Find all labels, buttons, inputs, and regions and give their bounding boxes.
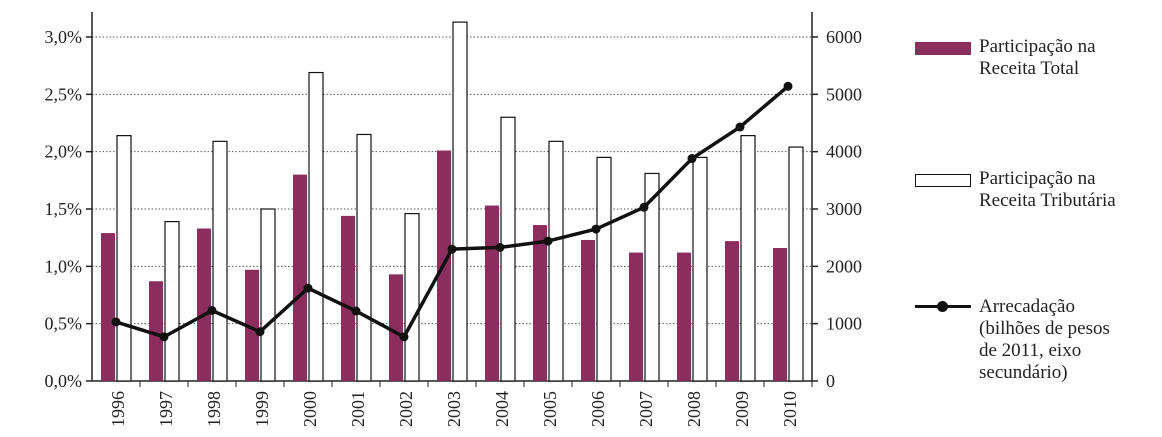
- legend-swatch-receita-tributaria: [915, 174, 971, 187]
- x-tick-label: 2003: [444, 391, 464, 427]
- x-tick-label: 2009: [732, 391, 752, 427]
- x-tick-label: 1997: [156, 391, 176, 427]
- x-tick-label: 2005: [540, 391, 560, 427]
- point-arrecadacao: [159, 332, 169, 342]
- legend: Participação na Receita Total Participaç…: [915, 0, 1162, 432]
- point-arrecadacao: [303, 283, 313, 293]
- legend-label-receita-total: Participação na Receita Total: [979, 36, 1096, 79]
- x-tick-label: 2000: [300, 391, 320, 427]
- bar-receita-tributaria: [548, 140, 564, 382]
- y-right-tick-label: 5000: [826, 84, 862, 104]
- bar-receita-tributaria: [116, 135, 132, 382]
- legend-label-receita-tributaria: Participação na Receita Tributária: [979, 168, 1116, 211]
- legend-line-arrecadacao: [915, 296, 971, 316]
- y-left-tick-label: 2,5%: [45, 84, 83, 104]
- y-left-tick-label: 0,0%: [45, 371, 83, 391]
- bar-receita-tributaria: [308, 71, 324, 382]
- chart-plot: 0,0% 0,5% 1,0% 1,5% 2,0% 2,5% 3,0% 0 1000 2000 300…: [45, 12, 862, 427]
- x-tick-label: 1998: [204, 391, 224, 427]
- bar-receita-tributaria: [740, 135, 756, 382]
- y-right-tick-label: 2000: [826, 256, 862, 276]
- point-arrecadacao: [207, 305, 217, 315]
- bar-receita-tributaria: [596, 156, 612, 382]
- bar-receita-tributaria: [692, 156, 708, 382]
- bar-receita-tributaria: [644, 172, 660, 382]
- point-arrecadacao: [255, 327, 265, 337]
- bar-receita-total: [245, 269, 259, 381]
- bar-receita-total: [485, 205, 499, 381]
- point-arrecadacao: [687, 154, 697, 164]
- bar-receita-total: [773, 247, 787, 381]
- x-tick-label: 2007: [636, 391, 656, 427]
- bar-receita-total: [581, 239, 595, 381]
- bar-receita-total: [389, 274, 403, 381]
- bar-receita-total: [101, 233, 115, 381]
- point-arrecadacao: [495, 242, 505, 252]
- bar-receita-total: [149, 281, 163, 381]
- bar-receita-tributaria: [452, 21, 468, 382]
- bar-receita-total: [725, 241, 739, 381]
- x-tick-label: 1999: [252, 391, 272, 427]
- x-tick-label: 2001: [348, 391, 368, 427]
- point-arrecadacao: [111, 317, 121, 327]
- bar-receita-total: [293, 174, 307, 381]
- bar-receita-tributaria: [260, 208, 276, 382]
- point-arrecadacao: [783, 81, 793, 91]
- x-tick-label: 2002: [396, 391, 416, 427]
- bar-receita-tributaria: [788, 146, 804, 382]
- bar-receita-total: [629, 252, 643, 381]
- legend-item-receita-total: Participação na Receita Total: [915, 36, 1159, 80]
- bar-receita-tributaria: [212, 140, 228, 382]
- y-left-tick-label: 0,5%: [45, 314, 83, 334]
- bar-receita-tributaria: [404, 212, 420, 382]
- legend-label-arrecadacao: Arrecadação (bilhões de pesos de 2011, e…: [979, 296, 1110, 383]
- point-arrecadacao: [735, 122, 745, 132]
- y-left-tick-label: 1,5%: [45, 199, 83, 219]
- y-right-tick-label: 0: [826, 371, 835, 391]
- x-tick-label: 2004: [492, 391, 512, 427]
- x-tick-label: 2008: [684, 391, 704, 427]
- y-right-tick-label: 1000: [826, 314, 862, 334]
- y-right-tick-label: 4000: [826, 142, 862, 162]
- y-left-tick-label: 1,0%: [45, 256, 83, 276]
- legend-item-arrecadacao: Arrecadação (bilhões de pesos de 2011, e…: [915, 296, 1159, 384]
- point-arrecadacao: [447, 244, 457, 254]
- y-right-tick-label: 3000: [826, 199, 862, 219]
- x-tick-label: 2006: [588, 391, 608, 427]
- bar-receita-tributaria: [356, 133, 372, 382]
- x-tick-label: 2010: [780, 391, 800, 427]
- point-arrecadacao: [351, 306, 361, 316]
- legend-swatch-receita-total: [915, 42, 971, 55]
- bar-receita-total: [533, 225, 547, 381]
- bar-receita-total: [677, 252, 691, 381]
- y-left-tick-label: 2,0%: [45, 142, 83, 162]
- x-tick-label: 1996: [108, 391, 128, 427]
- point-arrecadacao: [591, 224, 601, 234]
- y-left-tick-label: 3,0%: [45, 27, 83, 47]
- bar-receita-total: [197, 228, 211, 381]
- bar-receita-tributaria: [164, 221, 180, 382]
- point-arrecadacao: [543, 236, 553, 246]
- y-right-tick-label: 6000: [826, 27, 862, 47]
- legend-item-receita-tributaria: Participação na Receita Tributária: [915, 168, 1159, 212]
- bar-receita-total: [341, 215, 355, 381]
- point-arrecadacao: [639, 202, 649, 212]
- point-arrecadacao: [399, 332, 409, 342]
